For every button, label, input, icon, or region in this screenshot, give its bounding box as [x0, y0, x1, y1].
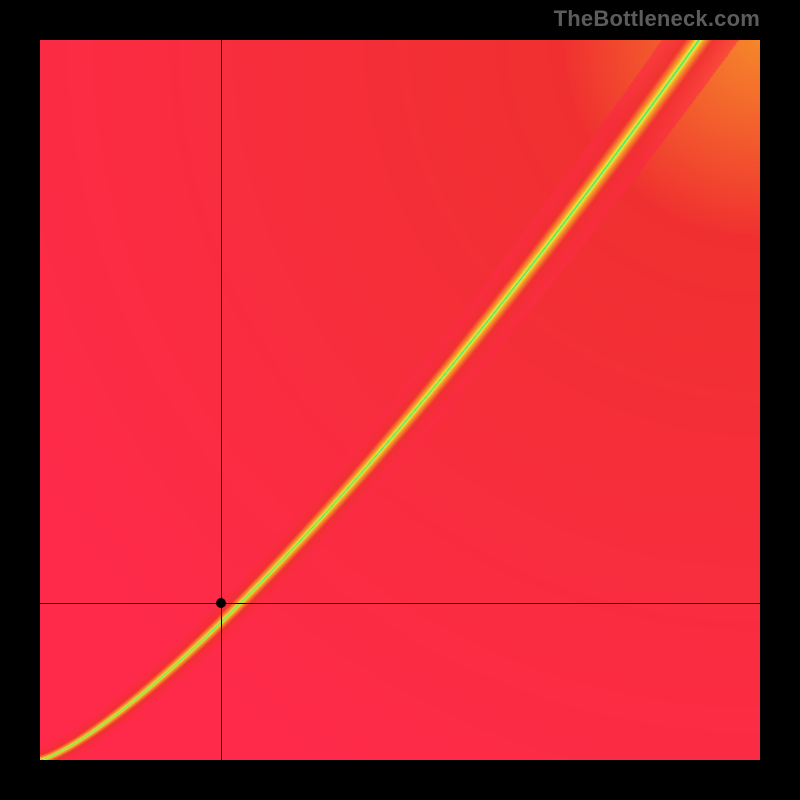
outer-frame: TheBottleneck.com — [0, 0, 800, 800]
attribution-text: TheBottleneck.com — [554, 6, 760, 32]
crosshair-marker-dot — [216, 598, 226, 608]
bottleneck-heatmap — [40, 40, 760, 760]
crosshair-vertical — [221, 40, 222, 760]
crosshair-horizontal — [40, 603, 760, 604]
plot-area — [40, 40, 760, 760]
